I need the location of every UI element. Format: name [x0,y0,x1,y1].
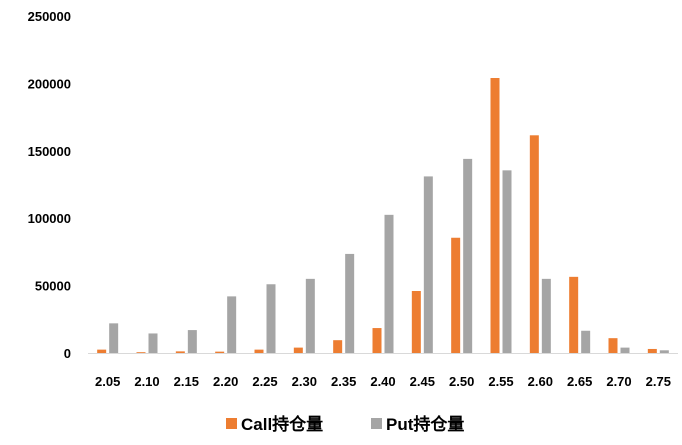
x-axis-ticks: 2.05 2.10 2.15 2.20 2.25 2.30 2.35 2.40 2.45 2.50… [95,374,671,389]
put-bar [266,284,276,353]
put-bar [109,323,119,353]
legend-label-put: Put持仓量 [386,414,464,434]
x-tick-label: 2.70 [606,374,631,389]
call-bar [254,349,264,353]
call-bar [569,276,579,353]
put-bar [502,170,512,353]
y-tick-label: 100000 [28,211,71,226]
x-tick-label: 2.60 [528,374,553,389]
y-tick-label: 50000 [35,279,71,294]
call-bar [608,338,618,353]
put-bar [581,330,591,353]
x-tick-label: 2.30 [292,374,317,389]
put-bar [384,214,394,353]
put-bar [463,158,473,353]
y-tick-label: 0 [64,346,71,361]
call-bar [529,135,539,353]
put-bar [620,347,630,353]
call-bar [490,78,500,353]
y-tick-label: 200000 [28,76,71,91]
call-bar [97,349,107,353]
put-bar [187,330,197,353]
x-tick-label: 2.15 [174,374,199,389]
x-tick-label: 2.55 [488,374,513,389]
call-bar [372,328,382,353]
legend: Call持仓量 Put持仓量 [226,414,464,434]
call-bar [215,351,225,353]
put-bar [541,278,551,353]
call-bar [136,352,146,353]
put-bar [148,333,158,353]
put-bar [305,278,315,353]
call-bar [647,348,657,353]
x-tick-label: 2.20 [213,374,238,389]
x-tick-label: 2.65 [567,374,592,389]
legend-swatch-put [371,418,382,429]
x-tick-label: 2.40 [370,374,395,389]
y-tick-label: 150000 [28,144,71,159]
x-tick-label: 2.45 [410,374,435,389]
x-tick-label: 2.75 [646,374,671,389]
legend-swatch-call [226,418,237,429]
bars-group [97,78,669,353]
legend-label-call: Call持仓量 [241,414,323,434]
call-bar [411,290,421,353]
call-bar [333,340,343,353]
y-axis-ticks: 0 50000 100000 150000 200000 250000 [28,9,71,361]
x-tick-label: 2.10 [134,374,159,389]
call-bar [175,351,185,353]
y-tick-label: 250000 [28,9,71,24]
put-bar [659,350,669,353]
put-bar [423,176,433,353]
x-tick-label: 2.25 [252,374,277,389]
x-tick-label: 2.50 [449,374,474,389]
x-tick-label: 2.05 [95,374,120,389]
put-bar [227,296,237,353]
x-tick-label: 2.35 [331,374,356,389]
put-bar [345,253,355,353]
call-bar [293,347,303,353]
call-bar [451,237,461,353]
